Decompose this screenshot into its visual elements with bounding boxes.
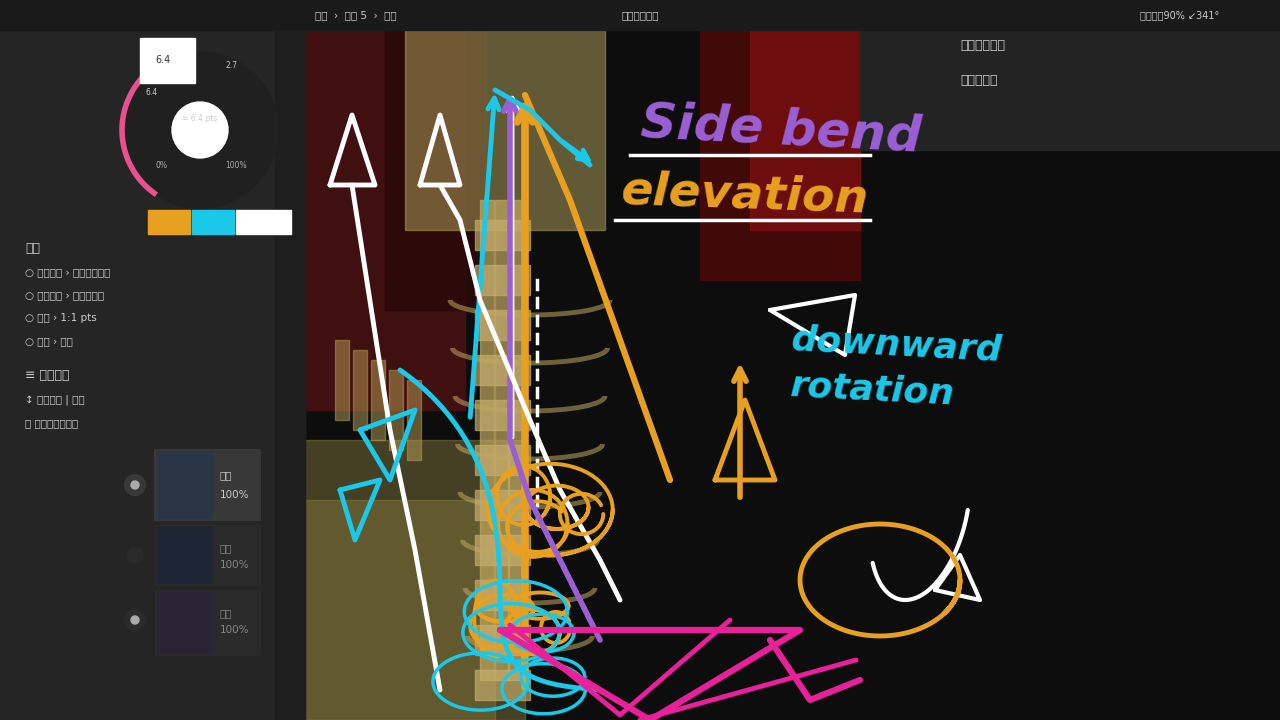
Bar xyxy=(475,400,530,430)
Bar xyxy=(475,670,530,700)
Text: downward: downward xyxy=(790,323,1002,367)
Bar xyxy=(140,38,195,83)
Bar xyxy=(475,445,530,475)
Bar xyxy=(305,440,525,720)
Text: Side bend: Side bend xyxy=(640,99,923,161)
Bar xyxy=(155,450,260,520)
Bar xyxy=(475,310,530,340)
Bar xyxy=(475,220,530,250)
Text: 6.4: 6.4 xyxy=(145,88,157,96)
Text: ペン: ペン xyxy=(220,470,233,480)
Text: エクスポート: エクスポート xyxy=(960,38,1005,52)
Text: 2.7: 2.7 xyxy=(225,60,237,70)
Bar xyxy=(155,590,260,655)
Text: 画像: 画像 xyxy=(220,543,233,553)
Bar xyxy=(305,500,495,720)
Circle shape xyxy=(131,616,140,624)
Bar xyxy=(508,200,522,680)
Bar xyxy=(157,527,212,583)
Circle shape xyxy=(131,481,140,489)
Bar xyxy=(371,360,385,440)
Text: 精密: 精密 xyxy=(26,241,40,254)
Text: ○ スナップ › オプション: ○ スナップ › オプション xyxy=(26,290,104,300)
Text: 100%: 100% xyxy=(220,625,250,635)
Text: 無題  ›  無題 5  ›  ペン: 無題 › 無題 5 › ペン xyxy=(315,10,397,20)
Bar xyxy=(475,625,530,655)
Bar xyxy=(0,0,1280,30)
Bar xyxy=(305,30,1280,720)
Bar xyxy=(275,30,305,720)
Bar xyxy=(475,535,530,565)
Text: 画像: 画像 xyxy=(220,608,233,618)
Circle shape xyxy=(127,547,143,563)
Text: ↕ 並べ替え | 手動: ↕ 並べ替え | 手動 xyxy=(26,395,84,405)
Bar xyxy=(404,30,605,230)
Bar xyxy=(305,30,465,410)
Text: = 6.4 pts: = 6.4 pts xyxy=(182,114,218,122)
Bar xyxy=(157,452,212,518)
Bar xyxy=(860,30,1280,150)
Bar xyxy=(148,210,189,234)
Text: 100%: 100% xyxy=(220,560,250,570)
Bar xyxy=(495,200,509,680)
Text: 100%: 100% xyxy=(220,490,250,500)
Text: 保存しました: 保存しました xyxy=(621,10,659,20)
Bar xyxy=(385,30,485,310)
Text: インポート: インポート xyxy=(960,73,997,86)
Bar xyxy=(192,210,234,234)
Bar xyxy=(389,370,403,450)
Bar xyxy=(475,580,530,610)
Bar xyxy=(475,490,530,520)
Bar xyxy=(750,30,860,230)
Text: ズーム：90% ↙341°: ズーム：90% ↙341° xyxy=(1140,10,1220,20)
Text: elevation: elevation xyxy=(620,168,869,222)
Bar xyxy=(155,525,260,585)
Bar xyxy=(0,30,305,720)
Text: ○ グリッド › グリッドなし: ○ グリッド › グリッドなし xyxy=(26,267,110,277)
Circle shape xyxy=(125,610,145,630)
Bar xyxy=(407,380,421,460)
Bar xyxy=(157,592,212,653)
Bar xyxy=(475,265,530,295)
Bar xyxy=(700,30,860,280)
Text: 100%: 100% xyxy=(225,161,247,169)
Text: ＋ 新しいレイヤー: ＋ 新しいレイヤー xyxy=(26,418,78,428)
Text: 0%: 0% xyxy=(155,161,166,169)
Bar xyxy=(353,350,367,430)
Circle shape xyxy=(122,52,278,208)
Text: ≡ レイヤー: ≡ レイヤー xyxy=(26,369,69,382)
Bar xyxy=(480,200,494,680)
Bar xyxy=(335,340,349,420)
Text: 6.4: 6.4 xyxy=(155,55,170,65)
Circle shape xyxy=(125,475,145,495)
Bar xyxy=(475,355,530,385)
Bar xyxy=(236,210,291,234)
Bar xyxy=(762,300,870,435)
Circle shape xyxy=(172,102,228,158)
Text: ○ 定規 › 円弧: ○ 定規 › 円弧 xyxy=(26,336,73,346)
Text: ○ 計測 › 1:1 pts: ○ 計測 › 1:1 pts xyxy=(26,313,97,323)
Text: rotation: rotation xyxy=(790,369,956,411)
